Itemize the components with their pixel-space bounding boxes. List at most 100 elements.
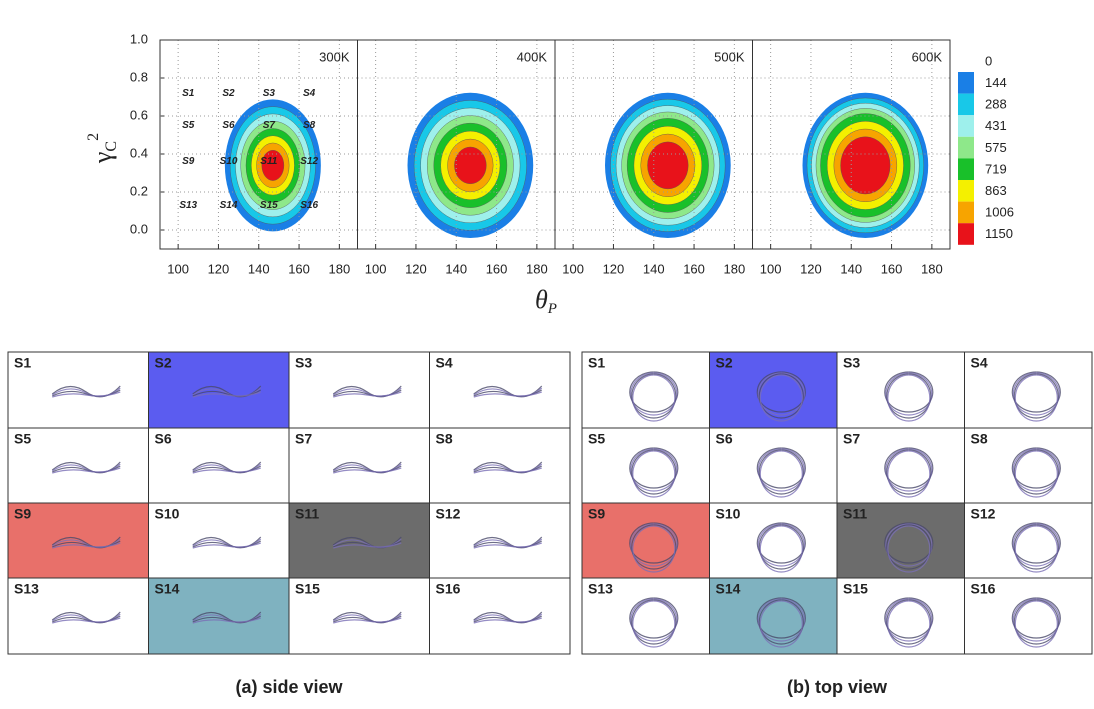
state-label: S1 bbox=[182, 88, 195, 99]
colorbar-swatch bbox=[958, 223, 974, 245]
x-tick-label: 100 bbox=[167, 261, 189, 276]
state-label: S14 bbox=[220, 200, 238, 211]
colorbar-label: 1006 bbox=[985, 205, 1014, 220]
state-label: S7 bbox=[263, 120, 276, 131]
state-label: S8 bbox=[303, 120, 316, 131]
colorbar-label: 863 bbox=[985, 183, 1007, 198]
x-label-part: θ bbox=[535, 285, 548, 314]
x-tick-label: 120 bbox=[800, 261, 822, 276]
view-caption: (b) top view bbox=[787, 677, 888, 697]
y-tick-label: 0.8 bbox=[130, 69, 148, 84]
y-tick-label: 0.4 bbox=[130, 145, 148, 160]
state-label: S6 bbox=[222, 120, 235, 131]
cell-label: S12 bbox=[971, 506, 996, 522]
y-tick-label: 0.2 bbox=[130, 183, 148, 198]
x-tick-label: 140 bbox=[840, 261, 862, 276]
colorbar-swatch bbox=[958, 94, 974, 116]
cell-label: S5 bbox=[588, 431, 605, 447]
colorbar-swatch bbox=[958, 137, 974, 159]
x-tick-label: 120 bbox=[208, 261, 230, 276]
y-label-part: 2 bbox=[85, 133, 102, 141]
colorbar-label: 288 bbox=[985, 97, 1007, 112]
colorbar-swatch bbox=[958, 202, 974, 224]
cell-label: S5 bbox=[14, 431, 31, 447]
x-label-part: P bbox=[547, 301, 557, 317]
cell-label: S11 bbox=[843, 506, 867, 522]
x-tick-label: 160 bbox=[486, 261, 508, 276]
x-tick-label: 180 bbox=[724, 261, 746, 276]
state-label: S13 bbox=[179, 200, 197, 211]
x-tick-label: 100 bbox=[562, 261, 584, 276]
cell-label: S15 bbox=[843, 581, 868, 597]
x-tick-label: 180 bbox=[526, 261, 548, 276]
cell-label: S13 bbox=[588, 581, 613, 597]
cell-label: S3 bbox=[295, 355, 312, 371]
cell-label: S7 bbox=[295, 431, 312, 447]
colorbar-label: 1150 bbox=[985, 226, 1013, 241]
cell-label: S6 bbox=[716, 431, 733, 447]
cell-label: S9 bbox=[588, 506, 605, 522]
state-label: S12 bbox=[300, 156, 318, 167]
cell-label: S3 bbox=[843, 355, 860, 371]
state-label: S9 bbox=[182, 156, 195, 167]
figure: 0.00.20.40.60.81.0100120140160180300K100… bbox=[0, 0, 1094, 704]
x-tick-label: 160 bbox=[683, 261, 705, 276]
cell-label: S1 bbox=[588, 355, 605, 371]
colorbar-label: 144 bbox=[985, 75, 1007, 90]
state-label: S2 bbox=[222, 88, 235, 99]
cell-label: S15 bbox=[295, 581, 320, 597]
x-tick-label: 160 bbox=[881, 261, 903, 276]
y-label-part: γ bbox=[88, 152, 117, 165]
contour-band bbox=[841, 137, 891, 194]
colorbar-swatch bbox=[958, 72, 974, 94]
y-tick-label: 1.0 bbox=[130, 31, 148, 46]
cell-label: S12 bbox=[436, 506, 461, 522]
state-label: S16 bbox=[300, 200, 318, 211]
panel-label: 500K bbox=[714, 49, 745, 64]
contour-band bbox=[454, 147, 486, 184]
x-axis-label: θP bbox=[535, 285, 557, 317]
cell-label: S10 bbox=[155, 506, 180, 522]
cell-label: S4 bbox=[436, 355, 453, 371]
y-tick-label: 0.6 bbox=[130, 107, 148, 122]
cell-label: S8 bbox=[436, 431, 453, 447]
cell-label: S1 bbox=[14, 355, 31, 371]
cell-label: S16 bbox=[436, 581, 461, 597]
cell-label: S4 bbox=[971, 355, 988, 371]
cell-label: S13 bbox=[14, 581, 39, 597]
colorbar-swatch bbox=[958, 158, 974, 180]
y-tick-label: 0.0 bbox=[130, 221, 148, 236]
state-label: S3 bbox=[263, 88, 276, 99]
cell-label: S14 bbox=[716, 581, 741, 597]
colorbar-label: 431 bbox=[985, 118, 1007, 133]
state-label: S11 bbox=[260, 156, 277, 167]
state-label: S4 bbox=[303, 88, 316, 99]
panel-label: 400K bbox=[517, 49, 548, 64]
colorbar-label: 0 bbox=[985, 53, 992, 68]
x-tick-label: 100 bbox=[760, 261, 782, 276]
panel-label: 600K bbox=[912, 49, 943, 64]
cell-label: S2 bbox=[155, 355, 172, 371]
x-tick-label: 180 bbox=[921, 261, 943, 276]
cell-label: S10 bbox=[716, 506, 741, 522]
x-tick-label: 120 bbox=[405, 261, 427, 276]
cell-label: S9 bbox=[14, 506, 31, 522]
cell-label: S16 bbox=[971, 581, 996, 597]
state-label: S10 bbox=[220, 156, 238, 167]
colorbar-label: 719 bbox=[985, 161, 1007, 176]
x-tick-label: 180 bbox=[329, 261, 351, 276]
cell-label: S7 bbox=[843, 431, 860, 447]
state-label: S15 bbox=[260, 200, 278, 211]
cell-label: S11 bbox=[295, 506, 319, 522]
view-caption: (a) side view bbox=[235, 677, 343, 697]
x-tick-label: 140 bbox=[445, 261, 467, 276]
cell-label: S2 bbox=[716, 355, 733, 371]
colorbar-swatch bbox=[958, 115, 974, 137]
x-tick-label: 100 bbox=[365, 261, 387, 276]
colorbar-swatch bbox=[958, 180, 974, 202]
x-tick-label: 140 bbox=[248, 261, 270, 276]
x-tick-label: 160 bbox=[288, 261, 310, 276]
colorbar-label: 575 bbox=[985, 140, 1007, 155]
y-label-part: C bbox=[103, 141, 120, 152]
cell-label: S8 bbox=[971, 431, 988, 447]
